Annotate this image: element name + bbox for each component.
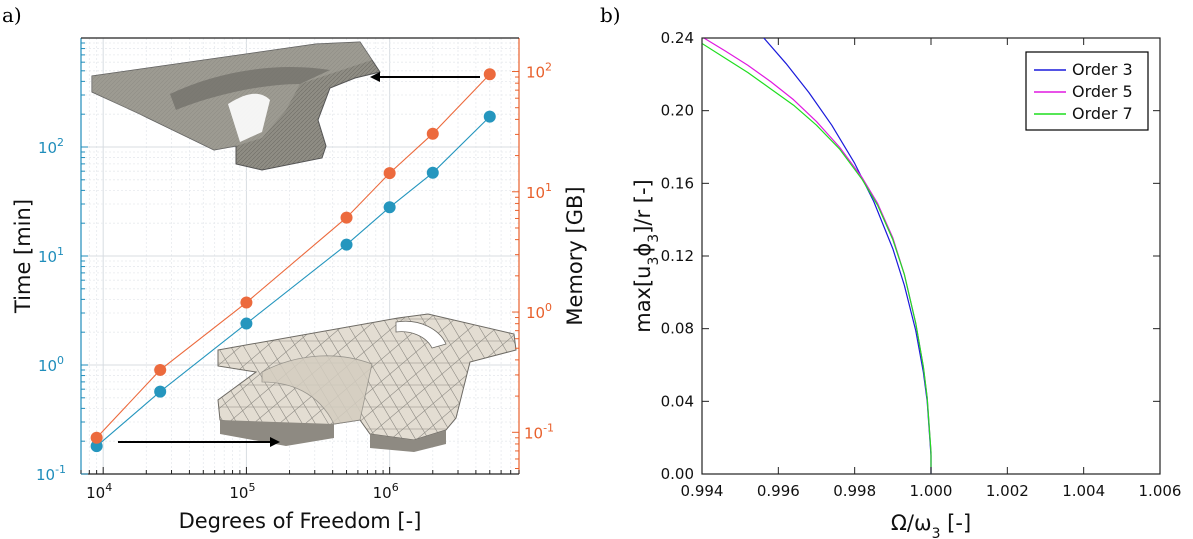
panel-a-left-axis-label: Time [min] [11, 199, 35, 314]
panel-b-y-label-mid: ϕ [631, 243, 655, 257]
time-data-point [90, 440, 103, 453]
y-right-tick-label-base: 10 [526, 64, 545, 82]
y-tick-label: 0.00 [661, 465, 694, 483]
y-tick-label: 0.20 [661, 102, 694, 120]
x-tick-label: 0.994 [681, 482, 724, 500]
memory-data-point [483, 68, 496, 81]
y-right-tick-label: 102 [526, 61, 552, 82]
panel-b-x-axis-label: Ω/ω3 [-] [891, 511, 971, 539]
time-data-point [340, 238, 353, 251]
panel-b-y-axis-label: max[u3ϕ3]/r [-] [631, 179, 662, 333]
y-right-tick-label: 10-1 [524, 421, 554, 442]
panel-b-y-label-sub1: 3 [646, 257, 662, 266]
legend-label: Order 3 [1072, 60, 1133, 79]
y-left-tick-label-exponent: -1 [55, 463, 66, 476]
y-right-tick-label-exponent: 2 [545, 61, 552, 74]
panel-a-series [90, 68, 496, 453]
panel-a-right-axis-label: Memory [GB] [563, 186, 587, 325]
memory-data-point [240, 296, 253, 309]
time-data-point [383, 201, 396, 214]
time-data-point [426, 166, 439, 179]
y-left-tick-label-base: 10 [36, 466, 55, 484]
y-tick-label: 0.12 [661, 247, 694, 265]
y-right-tick-label-exponent: 1 [545, 181, 552, 194]
legend-box [1025, 51, 1149, 131]
panel-b-ticks: 0.994 0.996 0.998 1.000 1.002 1.004 1.006 0.00 0… [661, 29, 1182, 500]
legend-label: Order 5 [1072, 82, 1133, 101]
x-tick-label-base: 10 [373, 484, 392, 502]
x-tick-label: 0.996 [757, 482, 800, 500]
time-data-point [240, 317, 253, 330]
y-tick-label: 0.24 [661, 29, 694, 47]
x-tick-label: 1.000 [910, 482, 953, 500]
y-right-tick-label-exponent: 0 [545, 301, 552, 314]
time-data-point [154, 385, 167, 398]
y-right-tick-label-base: 10 [524, 424, 543, 442]
panel-b-x-label-tail: [-] [941, 511, 972, 535]
x-tick-label-base: 10 [86, 484, 105, 502]
y-left-tick-label: 10-1 [36, 463, 66, 484]
memory-data-point [426, 127, 439, 140]
memory-data-point [154, 363, 167, 376]
memory-data-point [90, 431, 103, 444]
panel-b-y-label-post: ]/r [-] [631, 179, 655, 234]
x-tick-label: 105 [229, 481, 255, 502]
x-tick-label-exponent: 5 [248, 481, 255, 494]
y-right-tick-label-base: 10 [526, 304, 545, 322]
panel-label-b: b) [600, 3, 621, 27]
panel-b-y-label-pre: max[u [631, 265, 655, 332]
legend-label: Order 7 [1072, 104, 1133, 123]
series-line-order-7 [702, 42, 932, 474]
x-tick-label: 0.998 [833, 482, 876, 500]
coarse-mesh-inset-image [217, 313, 517, 452]
memory-data-point [340, 211, 353, 224]
y-tick-label: 0.08 [661, 320, 694, 338]
panel-b-legend: Order 3 Order 5 Order 7 [1025, 51, 1149, 131]
panel-a-x-axis-label: Degrees of Freedom [-] [179, 509, 422, 533]
x-tick-label: 1.002 [986, 482, 1029, 500]
y-right-tick-label-exponent: -1 [543, 421, 554, 434]
y-right-tick-label: 101 [526, 181, 552, 202]
time-data-point [483, 110, 496, 123]
x-tick-label: 104 [86, 481, 112, 502]
y-left-tick-label: 102 [38, 136, 64, 157]
panel-b-y-label-sub2: 3 [646, 234, 662, 243]
x-tick-label-exponent: 4 [105, 481, 112, 494]
x-tick-label: 1.006 [1139, 482, 1182, 500]
panel-label-a: a) [2, 3, 22, 27]
panel-b-series [702, 38, 932, 474]
y-left-tick-label: 100 [38, 354, 64, 375]
y-tick-label: 0.04 [661, 392, 694, 410]
x-tick-label: 1.004 [1062, 482, 1105, 500]
y-left-tick-label-base: 10 [38, 248, 57, 266]
y-tick-label: 0.16 [661, 174, 694, 192]
y-right-tick-label-base: 10 [526, 184, 545, 202]
fine-mesh-inset-image [91, 41, 381, 171]
memory-data-point [383, 167, 396, 180]
y-left-tick-label-base: 10 [38, 139, 57, 157]
x-tick-label-base: 10 [229, 484, 248, 502]
y-left-tick-label-base: 10 [38, 357, 57, 375]
panel-b-x-label-main: Ω/ω [891, 511, 932, 535]
x-tick-label: 106 [373, 481, 399, 502]
y-left-tick-label: 101 [38, 245, 64, 266]
y-left-tick-label-exponent: 1 [57, 245, 64, 258]
y-right-tick-label: 100 [526, 301, 552, 322]
panel-b-x-label-sub: 3 [932, 526, 941, 539]
y-left-tick-label-exponent: 2 [57, 136, 64, 149]
y-left-tick-label-exponent: 0 [57, 354, 64, 367]
x-tick-label-exponent: 6 [392, 481, 399, 494]
panel-b-chart: 0.994 0.996 0.998 1.000 1.002 1.004 1.006 0.00 0… [631, 29, 1181, 539]
